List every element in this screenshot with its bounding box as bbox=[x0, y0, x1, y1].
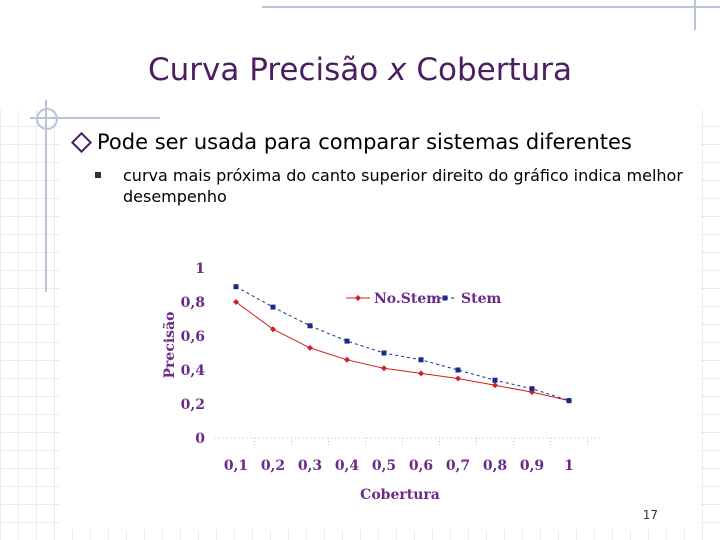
data-point bbox=[492, 377, 498, 383]
data-point bbox=[344, 356, 350, 363]
title-x: x bbox=[388, 52, 407, 88]
series-line-nostem bbox=[235, 301, 570, 402]
bullet-1-text: Pode ser usada para comparar sistemas di… bbox=[97, 130, 632, 154]
legend: No.Stem Stem bbox=[346, 291, 501, 307]
data-point bbox=[381, 350, 387, 356]
x-tick-label: 0,2 bbox=[261, 458, 285, 474]
data-point bbox=[492, 382, 498, 389]
bullet-level-1: Pode ser usada para comparar sistemas di… bbox=[70, 130, 632, 154]
data-point bbox=[455, 367, 461, 373]
legend-marker bbox=[355, 295, 361, 301]
square-bullet-icon bbox=[95, 172, 101, 178]
title-end: Cobertura bbox=[416, 52, 573, 88]
x-tick-label: 1 bbox=[564, 458, 574, 474]
decorative-line bbox=[45, 100, 47, 292]
data-point bbox=[418, 357, 424, 363]
data-point bbox=[233, 284, 239, 290]
decorative-circle-icon bbox=[36, 108, 58, 130]
x-tick-label: 0,4 bbox=[335, 458, 360, 474]
data-point bbox=[307, 344, 313, 351]
data-point bbox=[455, 375, 461, 382]
y-axis-label: Precisão bbox=[161, 312, 178, 379]
y-tick-labels: 1 0,8 0,6 0,4 0,2 0 bbox=[181, 261, 206, 447]
x-axis-label: Cobertura bbox=[360, 487, 440, 503]
x-tick-label: 0,1 bbox=[224, 458, 248, 474]
decorative-line bbox=[262, 6, 720, 8]
data-point bbox=[344, 338, 350, 344]
series-line-stem bbox=[235, 286, 570, 402]
page-number: 17 bbox=[642, 508, 658, 522]
x-tick-label: 0,7 bbox=[446, 458, 470, 474]
x-axis-ticks bbox=[215, 437, 600, 446]
x-tick-label: 0,6 bbox=[409, 458, 433, 474]
title-main: Curva Precisão bbox=[147, 52, 379, 88]
y-tick-label: 0 bbox=[195, 431, 205, 447]
decorative-line bbox=[30, 117, 160, 119]
data-point bbox=[270, 304, 276, 310]
bullet-2-text: curva mais próxima do canto superior dir… bbox=[123, 166, 683, 206]
data-point bbox=[418, 370, 424, 377]
title-band bbox=[0, 0, 720, 110]
x-tick-label: 0,9 bbox=[520, 458, 544, 474]
x-tick-label: 0,8 bbox=[483, 458, 507, 474]
data-point bbox=[307, 323, 313, 329]
x-tick-label: 0,3 bbox=[298, 458, 322, 474]
slide-title: Curva Precisão x Cobertura bbox=[0, 52, 720, 88]
decorative-line bbox=[694, 0, 696, 30]
y-tick-label: 0,2 bbox=[181, 397, 205, 413]
y-tick-label: 1 bbox=[195, 261, 205, 277]
data-point bbox=[529, 386, 535, 392]
data-point bbox=[233, 299, 239, 305]
data-point bbox=[381, 365, 387, 372]
y-tick-label: 0,8 bbox=[181, 295, 205, 311]
data-point bbox=[566, 398, 572, 404]
legend-label: Stem bbox=[461, 291, 501, 307]
legend-label: No.Stem bbox=[374, 291, 441, 307]
data-point bbox=[270, 326, 276, 333]
series-layer bbox=[233, 284, 572, 404]
y-tick-label: 0,6 bbox=[181, 329, 205, 345]
legend-marker bbox=[442, 295, 448, 301]
content-background bbox=[60, 110, 700, 530]
x-tick-labels: 0,1 0,2 0,3 0,4 0,5 0,6 0,7 0,8 0,9 1 bbox=[224, 458, 574, 474]
x-tick-label: 0,5 bbox=[372, 458, 396, 474]
y-tick-label: 0,4 bbox=[181, 363, 206, 379]
